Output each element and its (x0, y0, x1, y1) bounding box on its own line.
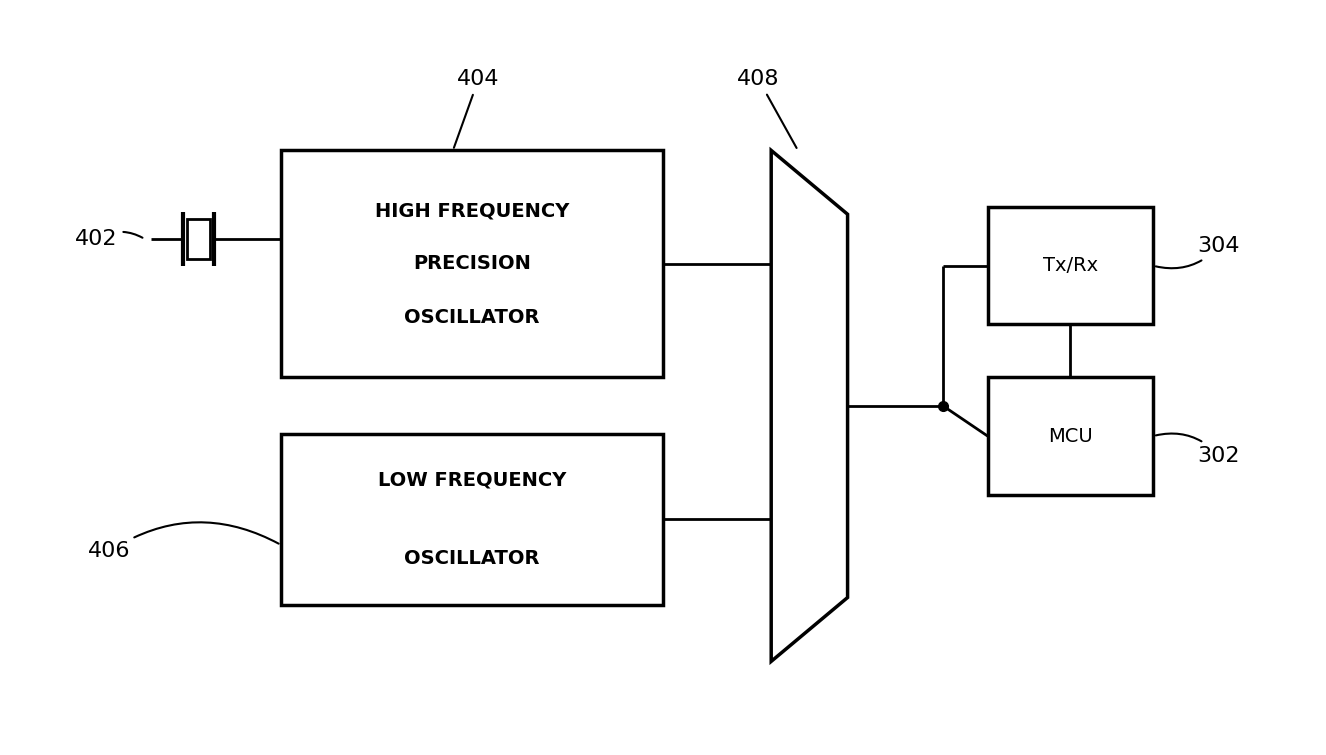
Text: 304: 304 (1156, 236, 1240, 268)
Text: Tx/Rx: Tx/Rx (1042, 256, 1098, 276)
Polygon shape (772, 150, 847, 661)
Bar (281, 150, 663, 378)
Bar (988, 378, 1154, 495)
Text: OSCILLATOR: OSCILLATOR (404, 549, 540, 568)
Text: MCU: MCU (1048, 427, 1093, 445)
Text: PRECISION: PRECISION (414, 254, 530, 273)
Text: 406: 406 (88, 522, 278, 562)
Bar (988, 207, 1154, 325)
Text: HIGH FREQUENCY: HIGH FREQUENCY (375, 202, 569, 220)
Text: 404: 404 (453, 69, 500, 148)
Text: 302: 302 (1156, 433, 1240, 466)
Text: 402: 402 (76, 229, 142, 249)
Bar (281, 434, 663, 605)
Text: LOW FREQUENCY: LOW FREQUENCY (378, 471, 566, 490)
Text: 408: 408 (737, 69, 797, 148)
Bar (187, 219, 210, 259)
Text: OSCILLATOR: OSCILLATOR (404, 308, 540, 327)
